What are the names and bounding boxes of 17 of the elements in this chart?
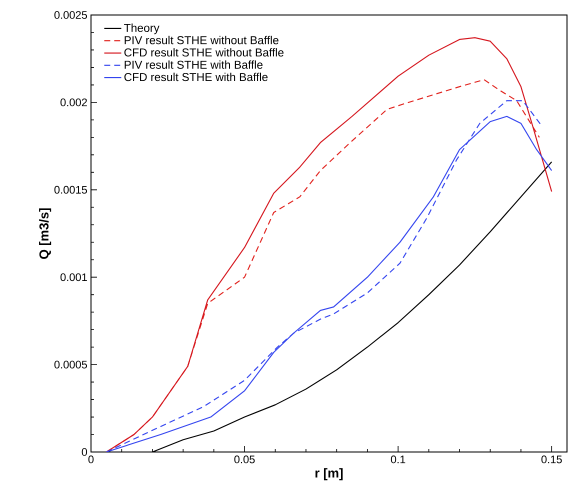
x-tick-label: 0.05	[234, 456, 255, 464]
x-tick-label: 0	[88, 456, 94, 464]
y-axis-title: Q [m3/s]	[39, 208, 52, 259]
legend-label: CFD result STHE without Baffle	[124, 48, 284, 57]
x-tick-label: 0.1	[390, 456, 406, 464]
legend-label: CFD result STHE with Baffle	[124, 72, 268, 82]
x-axis-title: r [m]	[315, 468, 343, 480]
legend-label: PIV result STHE with Baffle	[124, 60, 263, 69]
y-tick-label: 0.0015	[54, 186, 88, 194]
y-tick-label: 0.0005	[54, 360, 88, 368]
legend-label: PIV result STHE without Baffle	[124, 36, 278, 44]
y-tick-label: 0.002	[60, 98, 87, 106]
y-tick-label: 0.0025	[54, 11, 88, 19]
y-tick-label: 0.001	[60, 273, 87, 282]
legend-label: Theory	[124, 24, 160, 34]
y-tick-label: 0	[82, 448, 88, 456]
x-tick-label: 0.15	[541, 456, 562, 464]
